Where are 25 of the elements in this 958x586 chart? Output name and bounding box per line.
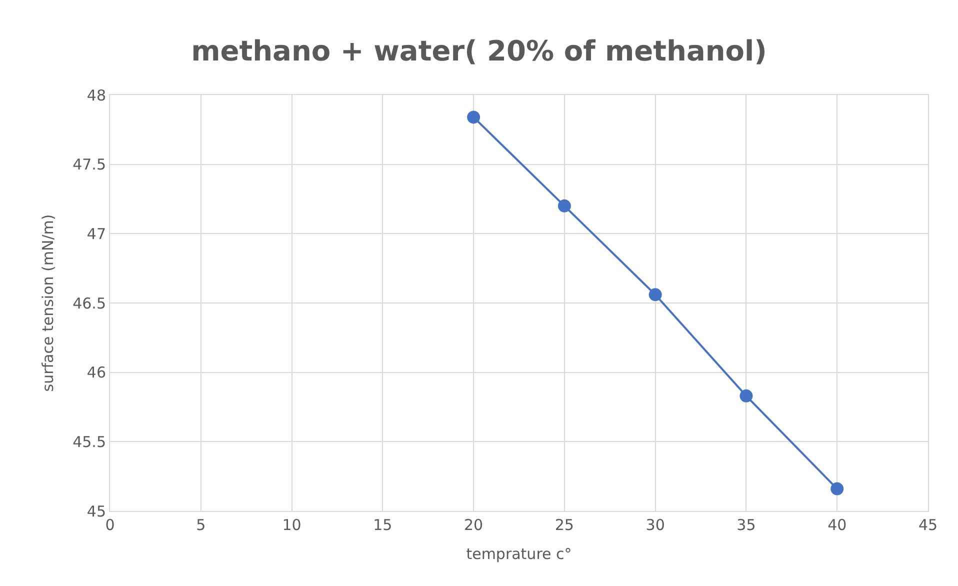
y-tick-label: 45 (86, 502, 106, 520)
point (740, 389, 753, 402)
point (648, 288, 662, 302)
x-tick-label: 15 (373, 516, 392, 534)
point (467, 110, 480, 124)
y-axis-title: surface tension (mN/m) (38, 214, 57, 392)
chart-title: methano + water( 20% of methanol) (191, 34, 767, 68)
y-tick-label: 47 (86, 224, 106, 243)
x-tick-label: 35 (736, 516, 756, 534)
y-tick-label: 46.5 (72, 294, 106, 312)
x-tick-label: 5 (196, 516, 206, 534)
x-tick-label: 20 (464, 516, 484, 534)
x-axis-title: temprature c° (466, 545, 572, 563)
x-tick-label: 0 (105, 516, 115, 534)
point (558, 199, 571, 212)
y-tick-label: 48 (86, 86, 106, 104)
x-tick-label: 30 (646, 516, 665, 534)
y-tick-label: 46 (86, 364, 106, 382)
y-tick-label: 47.5 (72, 156, 106, 174)
x-tick-label: 10 (282, 516, 302, 534)
y-tick-label: 45.5 (72, 432, 106, 451)
x-tick-label: 25 (554, 516, 574, 534)
point (830, 482, 844, 496)
x-tick-label: 45 (918, 516, 938, 534)
x-tick-label: 40 (828, 516, 847, 534)
